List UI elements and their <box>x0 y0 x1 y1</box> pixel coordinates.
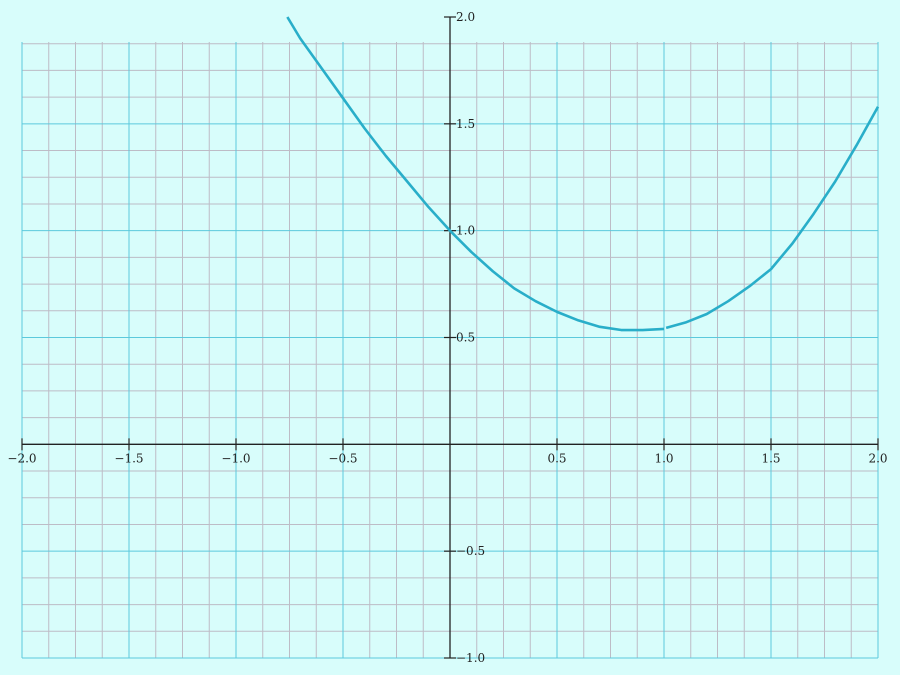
y-tick-label: 0.5 <box>456 331 475 345</box>
y-tick-label: −1.0 <box>456 651 485 665</box>
x-tick-label: 2.0 <box>868 451 887 465</box>
x-tick-label: −2.0 <box>7 451 36 465</box>
y-tick-label: 2.0 <box>456 10 475 24</box>
x-tick-label: −1.5 <box>114 451 143 465</box>
series-curves <box>286 16 880 332</box>
series-line-segment <box>286 16 665 332</box>
x-tick-label: 1.5 <box>761 451 780 465</box>
x-tick-label: −1.0 <box>221 451 250 465</box>
y-tick-label: 1.0 <box>456 224 475 238</box>
x-tick-label: −0.5 <box>328 451 357 465</box>
y-tick-label: 1.5 <box>456 117 475 131</box>
x-tick-label: 1.0 <box>654 451 673 465</box>
y-tick-label: −0.5 <box>456 544 485 558</box>
tick-labels: −2.0 −1.5 −1.0 −0.5 0.5 1.0 1.5 2.0 2.0 1.5 1.0 0.5… <box>7 10 887 665</box>
series-line-segment <box>665 106 880 330</box>
x-tick-label: 0.5 <box>547 451 566 465</box>
minor-gridlines <box>22 42 878 658</box>
